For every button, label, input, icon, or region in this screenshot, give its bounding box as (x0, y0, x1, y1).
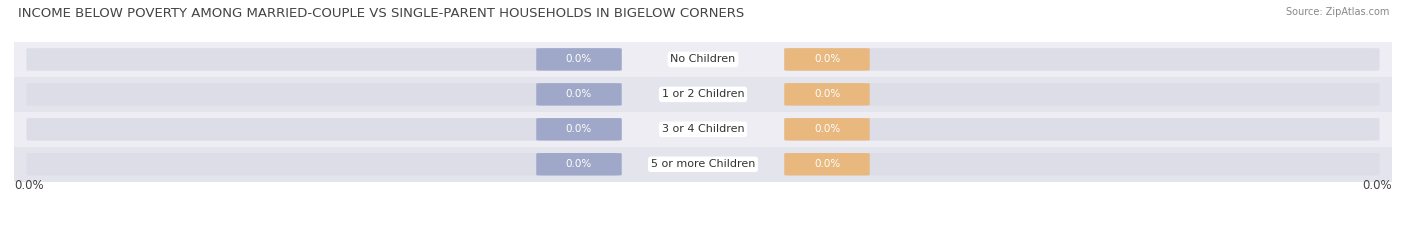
Text: 0.0%: 0.0% (565, 89, 592, 99)
Text: 0.0%: 0.0% (814, 55, 841, 64)
FancyBboxPatch shape (785, 153, 870, 175)
Text: 0.0%: 0.0% (814, 159, 841, 169)
FancyBboxPatch shape (27, 118, 621, 140)
FancyBboxPatch shape (536, 48, 621, 71)
FancyBboxPatch shape (27, 48, 621, 71)
Text: 1 or 2 Children: 1 or 2 Children (662, 89, 744, 99)
FancyBboxPatch shape (27, 153, 621, 175)
Text: 0.0%: 0.0% (814, 124, 841, 134)
FancyBboxPatch shape (785, 118, 870, 140)
FancyBboxPatch shape (785, 83, 1379, 106)
FancyBboxPatch shape (785, 153, 1379, 175)
Legend: Married Couples, Single Parents: Married Couples, Single Parents (581, 230, 825, 233)
Text: 0.0%: 0.0% (565, 55, 592, 64)
FancyBboxPatch shape (785, 48, 1379, 71)
FancyBboxPatch shape (785, 118, 1379, 140)
Text: 5 or more Children: 5 or more Children (651, 159, 755, 169)
Bar (14, 112, 1392, 147)
Text: 0.0%: 0.0% (14, 179, 44, 192)
FancyBboxPatch shape (536, 83, 621, 106)
Bar (14, 42, 1392, 77)
FancyBboxPatch shape (536, 153, 621, 175)
Text: 3 or 4 Children: 3 or 4 Children (662, 124, 744, 134)
Text: No Children: No Children (671, 55, 735, 64)
FancyBboxPatch shape (27, 83, 621, 106)
FancyBboxPatch shape (785, 48, 870, 71)
Bar (14, 147, 1392, 182)
Bar (14, 77, 1392, 112)
FancyBboxPatch shape (785, 83, 870, 106)
Text: Source: ZipAtlas.com: Source: ZipAtlas.com (1285, 7, 1389, 17)
Text: 0.0%: 0.0% (1362, 179, 1392, 192)
Text: 0.0%: 0.0% (565, 124, 592, 134)
Text: 0.0%: 0.0% (565, 159, 592, 169)
Text: 0.0%: 0.0% (814, 89, 841, 99)
Text: INCOME BELOW POVERTY AMONG MARRIED-COUPLE VS SINGLE-PARENT HOUSEHOLDS IN BIGELOW: INCOME BELOW POVERTY AMONG MARRIED-COUPL… (18, 7, 745, 20)
FancyBboxPatch shape (536, 118, 621, 140)
